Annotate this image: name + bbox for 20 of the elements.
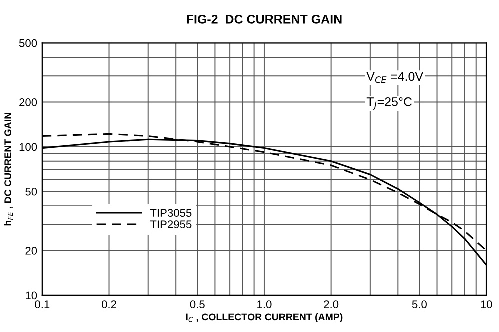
x-tick-label: 1.0 (258, 300, 272, 309)
x-tick-label: 5.0 (412, 300, 427, 309)
x-tick-label: 0.2 (102, 300, 116, 309)
chart-title: FIG-2 DC CURRENT GAIN (187, 14, 342, 24)
annotation: T$_{J}$=25°C (366, 97, 412, 110)
x-tick-label: 2.0 (324, 300, 339, 309)
legend-label: TIP2955 (150, 220, 192, 228)
y-axis-title: h$_{FE}$ , DC CURRENT GAIN (4, 113, 13, 226)
y-tick-label: 500 (19, 39, 38, 48)
y-tick-label: 50 (26, 188, 38, 196)
annotation: V$_{CE}$ =4.0V (366, 72, 424, 84)
x-tick-label: 10 (481, 300, 492, 309)
y-tick-label: 10 (26, 292, 38, 300)
x-axis-title: I$_{C}$ , COLLECTOR CURRENT (AMP) (186, 313, 343, 323)
y-tick-label: 100 (20, 143, 38, 152)
x-tick-label: 0.1 (35, 300, 50, 309)
y-tick-label: 200 (20, 98, 38, 106)
legend-label: TIP3055 (150, 209, 192, 218)
y-tick-label: 20 (26, 247, 38, 255)
x-tick-label: 0.5 (190, 300, 205, 309)
